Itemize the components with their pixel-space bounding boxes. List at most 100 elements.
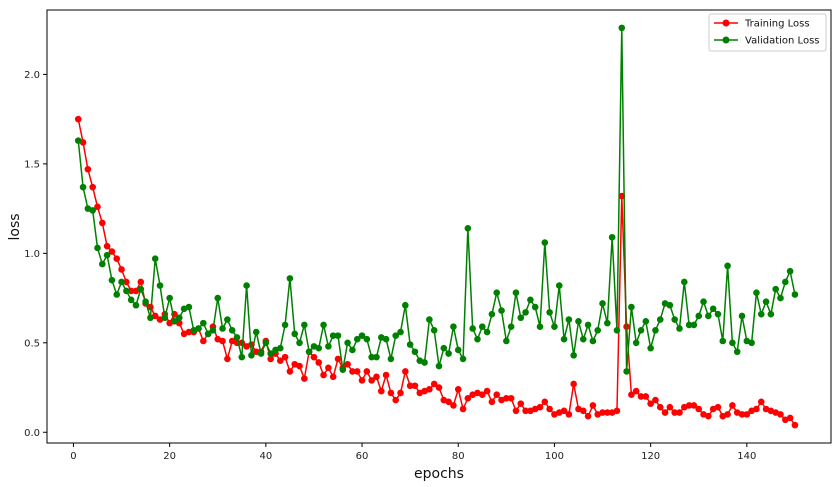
data-point — [685, 321, 693, 329]
data-point — [358, 332, 366, 339]
data-point — [320, 371, 327, 379]
data-point — [560, 407, 568, 415]
data-point — [445, 398, 452, 406]
data-point — [137, 285, 145, 293]
data-point — [353, 335, 361, 343]
data-point — [724, 411, 731, 418]
data-point — [652, 396, 659, 404]
data-point — [315, 359, 323, 366]
data-point — [74, 137, 82, 144]
data-point — [757, 310, 765, 318]
data-point — [435, 362, 443, 370]
data-point — [89, 207, 96, 214]
data-point — [373, 353, 380, 361]
data-point — [560, 335, 568, 343]
data-point — [709, 305, 717, 313]
data-point — [219, 325, 226, 332]
data-point — [171, 318, 178, 325]
data-point — [175, 314, 183, 322]
legend-marker-training — [722, 19, 730, 27]
data-point — [575, 318, 582, 325]
data-point — [344, 360, 351, 368]
data-point — [705, 312, 712, 320]
data-point — [118, 266, 125, 273]
data-point — [74, 115, 82, 123]
data-point — [594, 326, 602, 334]
data-point — [127, 296, 135, 304]
data-point — [325, 343, 332, 350]
data-point — [565, 411, 573, 418]
data-point — [406, 382, 414, 390]
data-point — [695, 405, 703, 413]
data-point — [541, 398, 549, 406]
data-point — [604, 409, 611, 416]
data-point — [681, 278, 688, 286]
data-point — [498, 307, 505, 314]
legend: Training Loss Validation Loss — [708, 13, 827, 52]
data-point — [503, 337, 510, 345]
data-point — [474, 335, 481, 343]
y-tick-label: 0.0 — [24, 428, 40, 439]
data-point — [546, 309, 553, 316]
data-point — [286, 275, 294, 282]
data-point — [252, 328, 260, 336]
data-point — [459, 355, 467, 363]
legend-entry-training: Training Loss — [714, 19, 810, 30]
data-point — [786, 267, 794, 275]
y-tick-label: 0.5 — [24, 338, 40, 349]
data-point — [301, 375, 308, 382]
x-tick-label: 80 — [452, 451, 465, 462]
data-point — [777, 411, 784, 418]
data-point — [387, 389, 395, 397]
x-tick-label: 0 — [70, 451, 76, 462]
data-point — [325, 364, 332, 372]
data-point — [570, 380, 577, 388]
data-point — [204, 330, 212, 338]
x-tick-label: 120 — [641, 451, 660, 462]
data-point — [296, 339, 303, 347]
data-point — [671, 409, 678, 416]
data-point — [358, 377, 366, 384]
data-point — [546, 405, 553, 413]
data-point — [637, 326, 645, 334]
series-training-loss — [74, 115, 799, 429]
data-point — [642, 318, 650, 325]
data-point — [743, 411, 751, 418]
data-point — [363, 335, 371, 343]
data-point — [705, 412, 712, 420]
data-point — [147, 314, 154, 322]
data-point — [478, 391, 486, 398]
y-axis: 0.0 0.5 1.0 1.5 2.0 — [24, 70, 47, 439]
legend-label-training: Training Loss — [744, 19, 810, 30]
data-point — [94, 244, 101, 252]
data-point — [334, 355, 342, 363]
data-point — [118, 278, 125, 286]
data-point — [782, 278, 789, 286]
data-point — [652, 326, 659, 334]
data-point — [156, 282, 164, 289]
data-point — [103, 242, 111, 250]
data-point — [450, 402, 457, 409]
data-point — [599, 409, 606, 416]
data-point — [671, 316, 678, 323]
data-point — [522, 309, 529, 316]
data-point — [628, 303, 635, 311]
data-point — [166, 294, 173, 302]
data-point — [488, 310, 496, 318]
data-point — [281, 321, 289, 329]
data-point — [262, 339, 270, 347]
data-point — [555, 282, 563, 289]
plot-frame — [46, 9, 832, 444]
data-point — [243, 282, 250, 289]
data-point — [334, 332, 342, 339]
data-point — [209, 326, 217, 334]
data-point — [363, 368, 371, 375]
data-point — [329, 373, 337, 381]
data-point — [522, 407, 529, 415]
data-point — [608, 233, 616, 241]
series-line — [77, 27, 796, 373]
legend-box — [708, 13, 827, 52]
data-point — [402, 301, 409, 309]
data-point — [700, 298, 707, 305]
data-point — [483, 387, 491, 395]
